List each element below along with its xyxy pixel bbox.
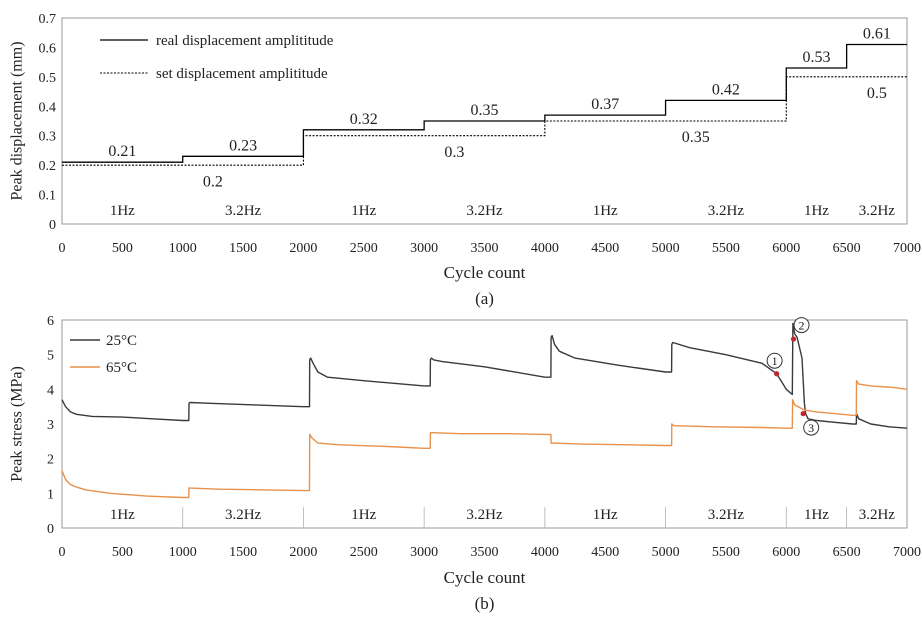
x-tick-label: 6500 [833, 545, 861, 560]
frequency-label: 1Hz [110, 203, 135, 219]
x-tick-label: 2500 [350, 545, 378, 560]
data-label-set: 0.35 [682, 129, 710, 146]
legend-label-set: set displacement amplititude [156, 66, 328, 82]
annotation-point [774, 371, 779, 376]
x-tick-label: 1500 [229, 545, 257, 560]
data-label-real: 0.35 [471, 102, 499, 119]
y-tick-label: 2 [47, 453, 54, 468]
x-tick-label: 500 [112, 545, 133, 560]
y-tick-label: 0.2 [39, 159, 57, 174]
frequency-label: 3.2Hz [466, 507, 503, 523]
frequency-label: 1Hz [804, 507, 829, 523]
series-25c-line [62, 324, 907, 429]
data-label-real: 0.23 [229, 137, 257, 154]
data-label-real: 0.53 [802, 49, 830, 66]
data-label-set: 0.2 [203, 173, 223, 190]
data-label-set: 0.5 [867, 85, 887, 102]
legend-label-65c: 65°C [106, 360, 137, 376]
annotation-point [791, 336, 796, 341]
x-tick-label: 5000 [652, 545, 680, 560]
annotation-number: 1 [772, 354, 778, 368]
frequency-label: 3.2Hz [225, 507, 262, 523]
y-tick-label: 1 [47, 487, 54, 502]
frequency-label: 1Hz [804, 203, 829, 219]
y-tick-label: 4 [47, 383, 54, 398]
panel-a: 0 0.1 0.2 0.3 0.4 0.5 0.6 0.7 0 500 1000 1500 2000 25… [9, 12, 921, 308]
frequency-label: 3.2Hz [859, 203, 896, 219]
frequency-label: 1Hz [593, 203, 618, 219]
x-tick-label: 6000 [772, 241, 800, 256]
annotation-number: 2 [799, 319, 805, 333]
y-axis-label: Peak stress (MPa) [9, 366, 26, 482]
y-tick-label: 0 [47, 522, 54, 537]
x-tick-label: 1000 [169, 545, 197, 560]
legend-label-25c: 25°C [106, 333, 137, 349]
frequency-label: 1Hz [110, 507, 135, 523]
panel-label: (a) [475, 289, 494, 308]
y-tick-label: 0.6 [39, 41, 57, 56]
x-tick-label: 2500 [350, 241, 378, 256]
data-label-set: 0.3 [444, 144, 464, 161]
frequency-label: 1Hz [593, 507, 618, 523]
x-tick-label: 5500 [712, 545, 740, 560]
x-tick-label: 3500 [471, 545, 499, 560]
x-tick-label: 0 [59, 545, 66, 560]
x-tick-label: 4500 [591, 241, 619, 256]
y-tick-label: 3 [47, 418, 54, 433]
legend-label-real: real displacement amplititude [156, 33, 334, 49]
frequency-label: 1Hz [351, 507, 376, 523]
x-tick-label: 5000 [652, 241, 680, 256]
frequency-label: 3.2Hz [466, 203, 503, 219]
x-tick-label: 4000 [531, 241, 559, 256]
y-tick-label: 0.3 [39, 130, 57, 145]
x-axis-label: Cycle count [444, 568, 526, 587]
x-tick-label: 1000 [169, 241, 197, 256]
x-tick-label: 6500 [833, 241, 861, 256]
x-tick-label: 6000 [772, 545, 800, 560]
y-axis-label: Peak displacement (mm) [9, 41, 26, 200]
x-tick-label: 4500 [591, 545, 619, 560]
y-tick-label: 0.4 [39, 100, 57, 115]
data-label-real: 0.32 [350, 111, 378, 128]
frequency-label: 3.2Hz [859, 507, 896, 523]
x-axis-label: Cycle count [444, 263, 526, 282]
x-tick-label: 2000 [289, 241, 317, 256]
y-tick-label: 0 [49, 218, 56, 233]
data-label-real: 0.37 [591, 96, 619, 113]
panel-label: (b) [475, 594, 495, 613]
y-tick-label: 0.1 [39, 189, 57, 204]
x-tick-label: 7000 [893, 545, 921, 560]
x-tick-label: 3000 [410, 545, 438, 560]
x-tick-label: 1500 [229, 241, 257, 256]
y-tick-label: 0.5 [39, 71, 57, 86]
frequency-label: 1Hz [351, 203, 376, 219]
data-label-real: 0.61 [863, 25, 891, 42]
x-tick-label: 3500 [471, 241, 499, 256]
y-tick-label: 5 [47, 349, 54, 364]
annotation-number: 3 [808, 421, 814, 435]
frequency-label: 3.2Hz [225, 203, 262, 219]
series-65c-line [62, 381, 907, 498]
frequency-label: 3.2Hz [708, 203, 745, 219]
annotation-point [801, 411, 806, 416]
y-tick-label: 6 [47, 314, 54, 329]
x-tick-label: 2000 [289, 545, 317, 560]
y-tick-label: 0.7 [39, 12, 57, 27]
x-tick-label: 5500 [712, 241, 740, 256]
data-label-real: 0.42 [712, 81, 740, 98]
frequency-label: 3.2Hz [708, 507, 745, 523]
x-tick-label: 7000 [893, 241, 921, 256]
x-tick-label: 3000 [410, 241, 438, 256]
data-label-real: 0.21 [108, 143, 136, 160]
panel-b: 0 1 2 3 4 5 6 0 500 1000 1500 2000 2500 3000 3500 4000 4… [9, 314, 921, 613]
x-tick-label: 0 [59, 241, 66, 256]
x-tick-label: 500 [112, 241, 133, 256]
x-tick-label: 4000 [531, 545, 559, 560]
